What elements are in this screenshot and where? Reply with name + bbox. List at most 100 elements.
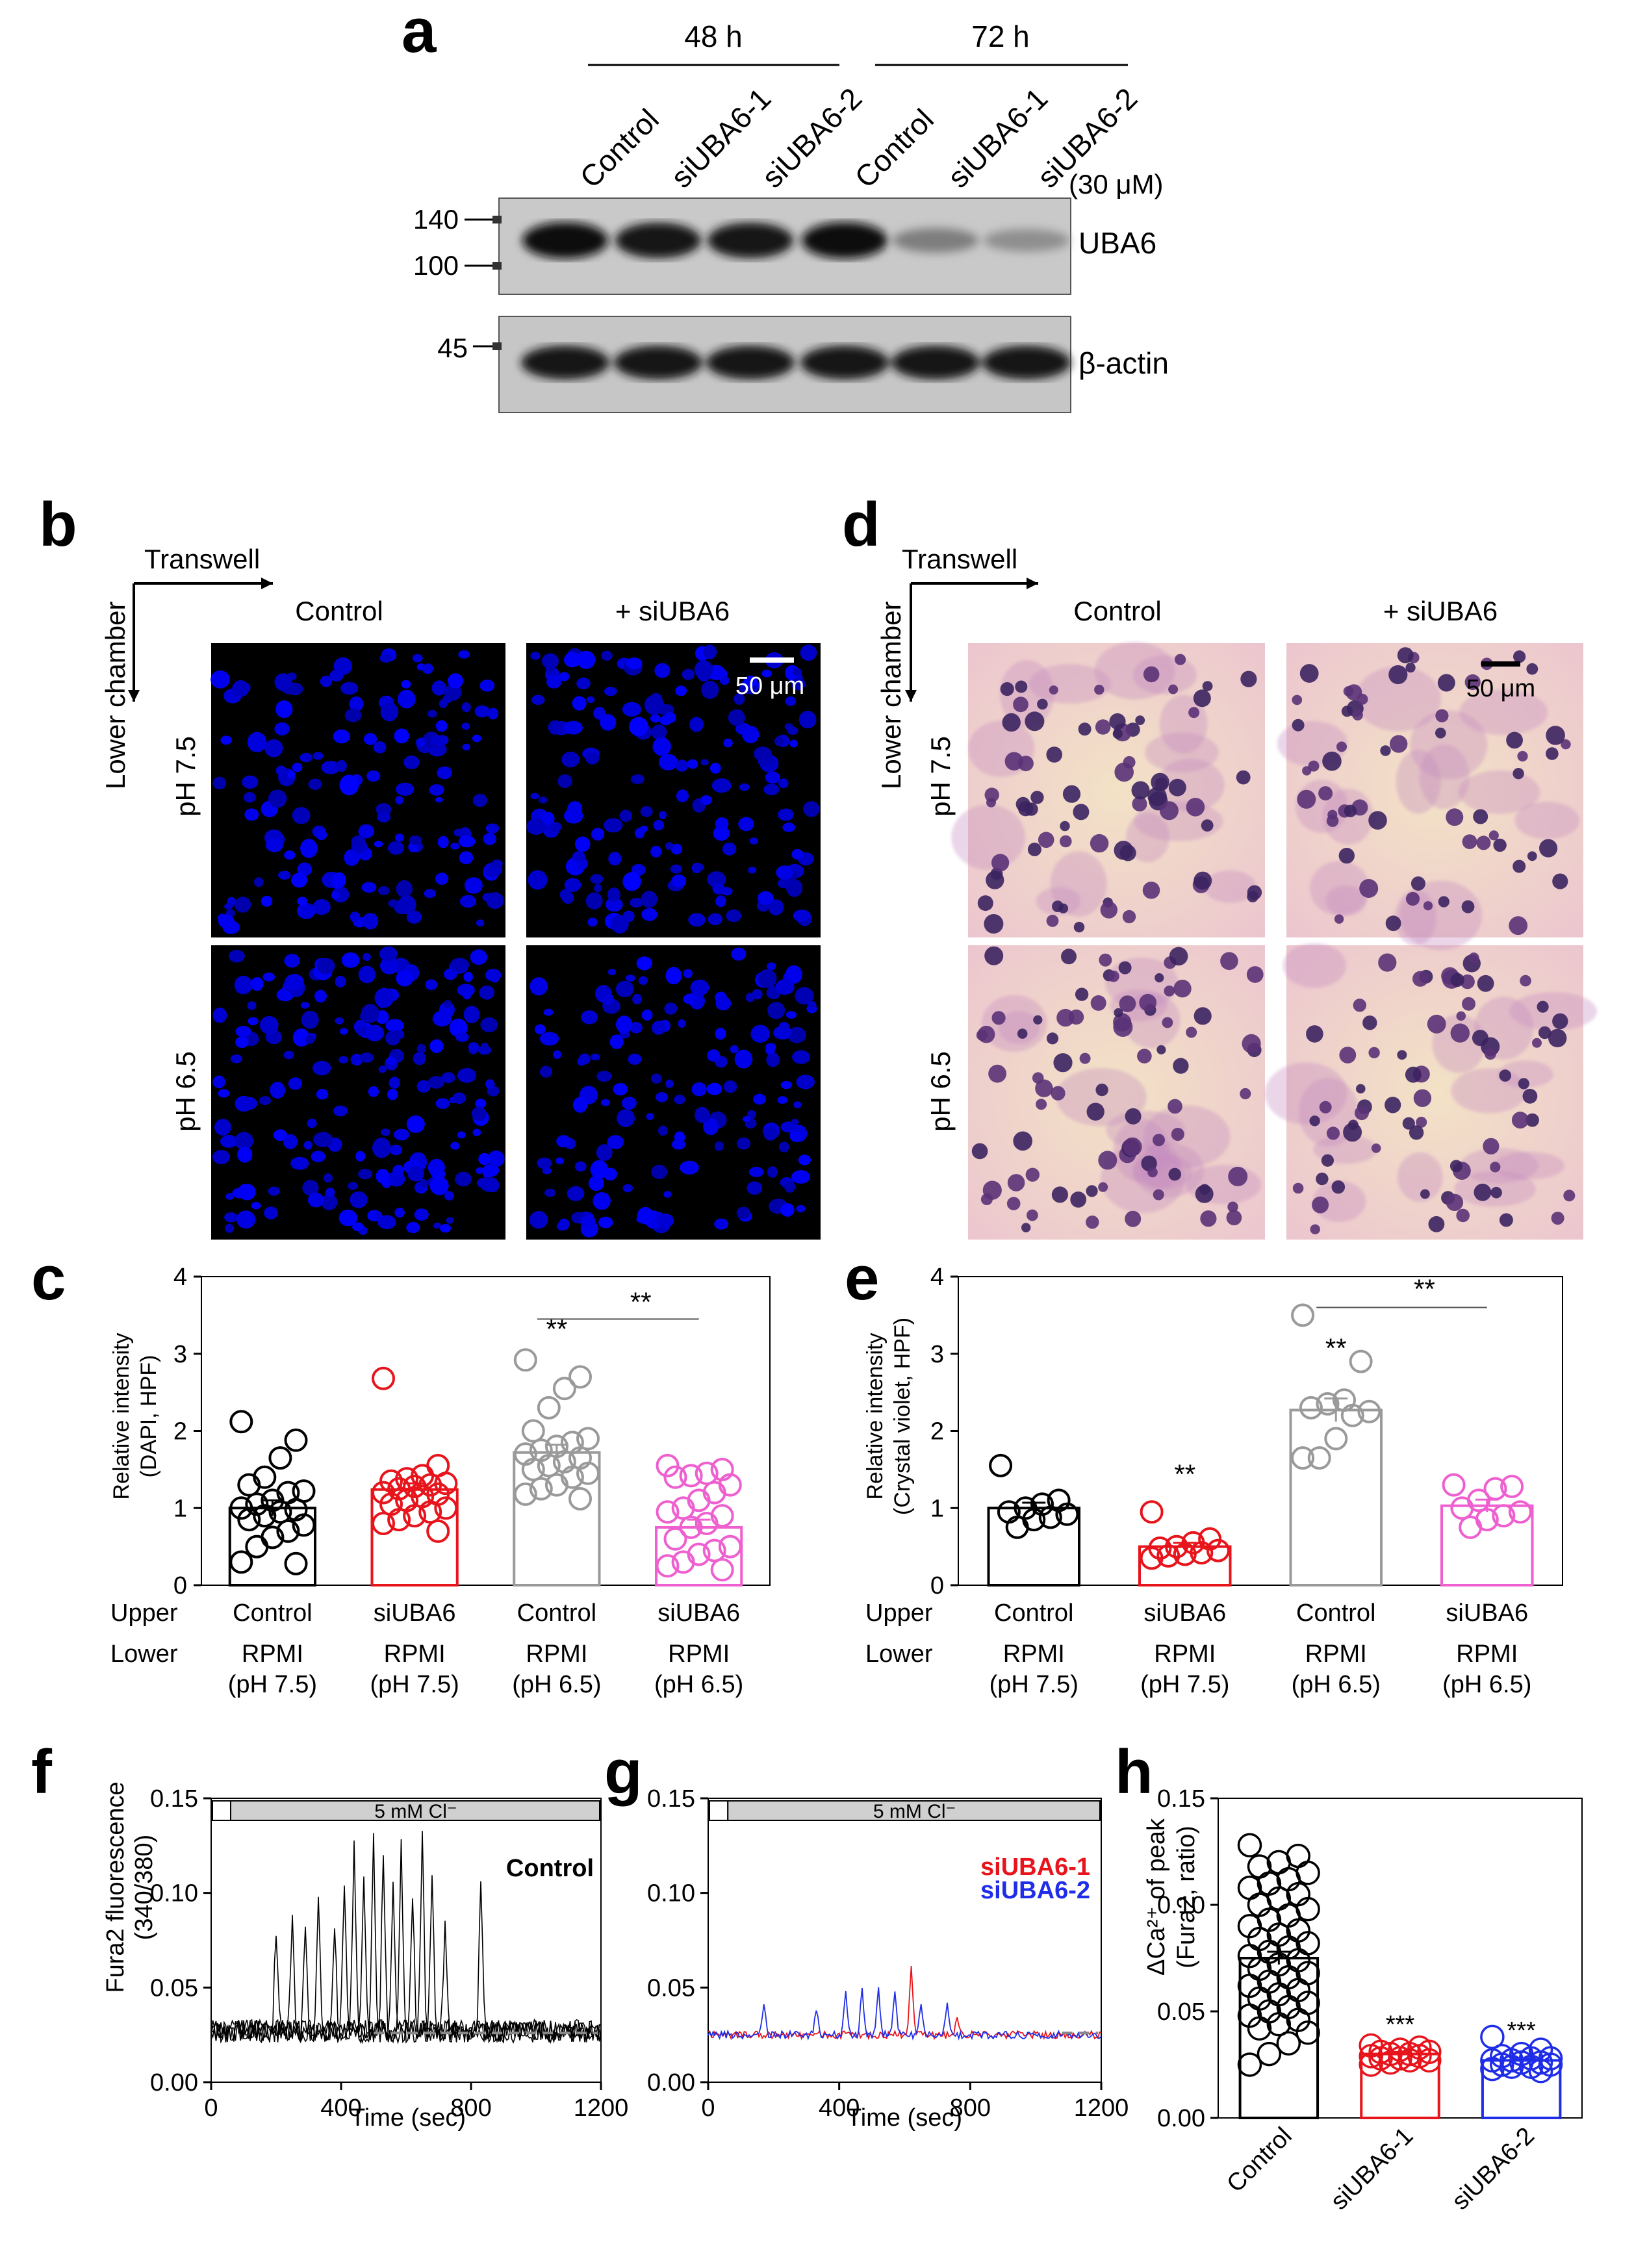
nucleus [483, 832, 496, 845]
nucleus [407, 1166, 424, 1182]
nucleus [235, 1036, 249, 1049]
cell-nucleus [1561, 739, 1571, 750]
data-point [1324, 1427, 1348, 1451]
nucleus [712, 883, 725, 895]
cell-nucleus [1073, 921, 1085, 933]
data-point [679, 1464, 703, 1488]
cell-nucleus [1006, 1197, 1021, 1210]
nucleus [212, 1150, 231, 1164]
cell-nucleus [1388, 665, 1408, 685]
nucleus [230, 1054, 242, 1064]
chart-g: 0.00 0.05 0.10 0.15 0 400 800 1200 5 mM Cl⁻ [647, 1785, 1129, 2122]
nucleus [775, 978, 795, 995]
nucleus [379, 654, 392, 663]
cell-nucleus [1548, 1028, 1567, 1048]
nucleus [607, 1135, 624, 1149]
cell-nucleus [1461, 900, 1475, 913]
nucleus [607, 969, 617, 976]
lower-label: RPMI [1456, 1640, 1518, 1668]
data-point [426, 1519, 450, 1543]
nucleus [758, 969, 777, 988]
nucleus [471, 1106, 487, 1121]
nucleus [622, 872, 641, 891]
nucleus [250, 977, 264, 991]
band-actin [614, 346, 702, 379]
cell-body [1459, 689, 1548, 735]
nucleus [596, 1071, 612, 1082]
data-point [1247, 2016, 1272, 2041]
nucleus [784, 1180, 796, 1193]
cell-nucleus [1228, 1166, 1248, 1186]
cell-nucleus [1428, 1216, 1445, 1232]
cell-nucleus [1310, 1224, 1320, 1234]
dapi-image-control-ph75 [211, 643, 505, 937]
nucleus [700, 795, 712, 806]
nucleus [539, 1065, 553, 1078]
nucleus [303, 1140, 313, 1150]
marker-140: 140 [413, 204, 459, 235]
cell-nucleus [1405, 663, 1416, 673]
cell-body [1203, 870, 1257, 903]
cell-nucleus [1086, 1185, 1098, 1197]
nucleus [753, 1093, 767, 1105]
nucleus [600, 714, 617, 731]
data-point [1156, 1544, 1181, 1568]
stimulus-label: 5 mM Cl⁻ [374, 1801, 457, 1822]
nucleus [302, 1180, 319, 1196]
nucleus [414, 1208, 429, 1221]
nucleus [789, 1130, 802, 1142]
nucleus [491, 860, 503, 869]
cell-nucleus [984, 914, 1004, 934]
cell-nucleus [977, 895, 993, 911]
y-tick-label: 0.10 [647, 1880, 695, 1907]
legend-siuba6-2: siUBA6-2 [980, 1877, 1090, 1904]
nucleus [459, 895, 477, 908]
band-uba6 [893, 228, 978, 253]
nucleus [530, 793, 539, 800]
cell-nucleus [1527, 851, 1537, 861]
nucleus [641, 908, 657, 921]
panel-label-e: e [845, 1243, 879, 1313]
nucleus [389, 1145, 403, 1156]
nucleus [412, 654, 423, 663]
nucleus [701, 680, 719, 699]
significance-label: ** [1325, 1333, 1347, 1364]
nucleus [316, 958, 335, 975]
legend-siuba6-1: siUBA6-1 [980, 1854, 1090, 1881]
cell-nucleus [1186, 1026, 1197, 1038]
cell-nucleus [1420, 1189, 1430, 1199]
cell-nucleus [1131, 781, 1150, 800]
nucleus [292, 807, 311, 824]
nucleus [351, 835, 366, 847]
nucleus [274, 673, 292, 691]
y-axis-label: ΔCa²⁺ of peak [1143, 1818, 1170, 1976]
nucleus [212, 1075, 225, 1089]
nucleus [462, 743, 470, 751]
nucleus [691, 1082, 707, 1097]
nucleus [600, 1099, 611, 1106]
cell-nucleus [1037, 698, 1048, 710]
upper-label: Control [233, 1599, 313, 1627]
nucleus [665, 842, 674, 850]
cell-nucleus [991, 1011, 1006, 1025]
nucleus [264, 1206, 278, 1219]
cell-nucleus [1002, 713, 1021, 732]
y-tick-label: 0.00 [1157, 2105, 1205, 2132]
nucleus [734, 1049, 753, 1069]
nucleus [341, 952, 360, 968]
cell-nucleus [1086, 1102, 1104, 1121]
cell-nucleus [1427, 1014, 1446, 1034]
nucleus [641, 891, 657, 908]
nucleus [638, 976, 648, 986]
nucleus [682, 669, 695, 680]
cell-nucleus [1027, 843, 1041, 856]
nucleus [780, 1203, 795, 1217]
cell-body [1509, 992, 1598, 1030]
nucleus [264, 739, 283, 758]
nucleus [559, 672, 570, 682]
nucleus [378, 886, 390, 895]
nucleus [350, 911, 361, 923]
control-trace [211, 1833, 602, 2045]
nucleus [715, 817, 729, 830]
nucleus [738, 817, 754, 832]
